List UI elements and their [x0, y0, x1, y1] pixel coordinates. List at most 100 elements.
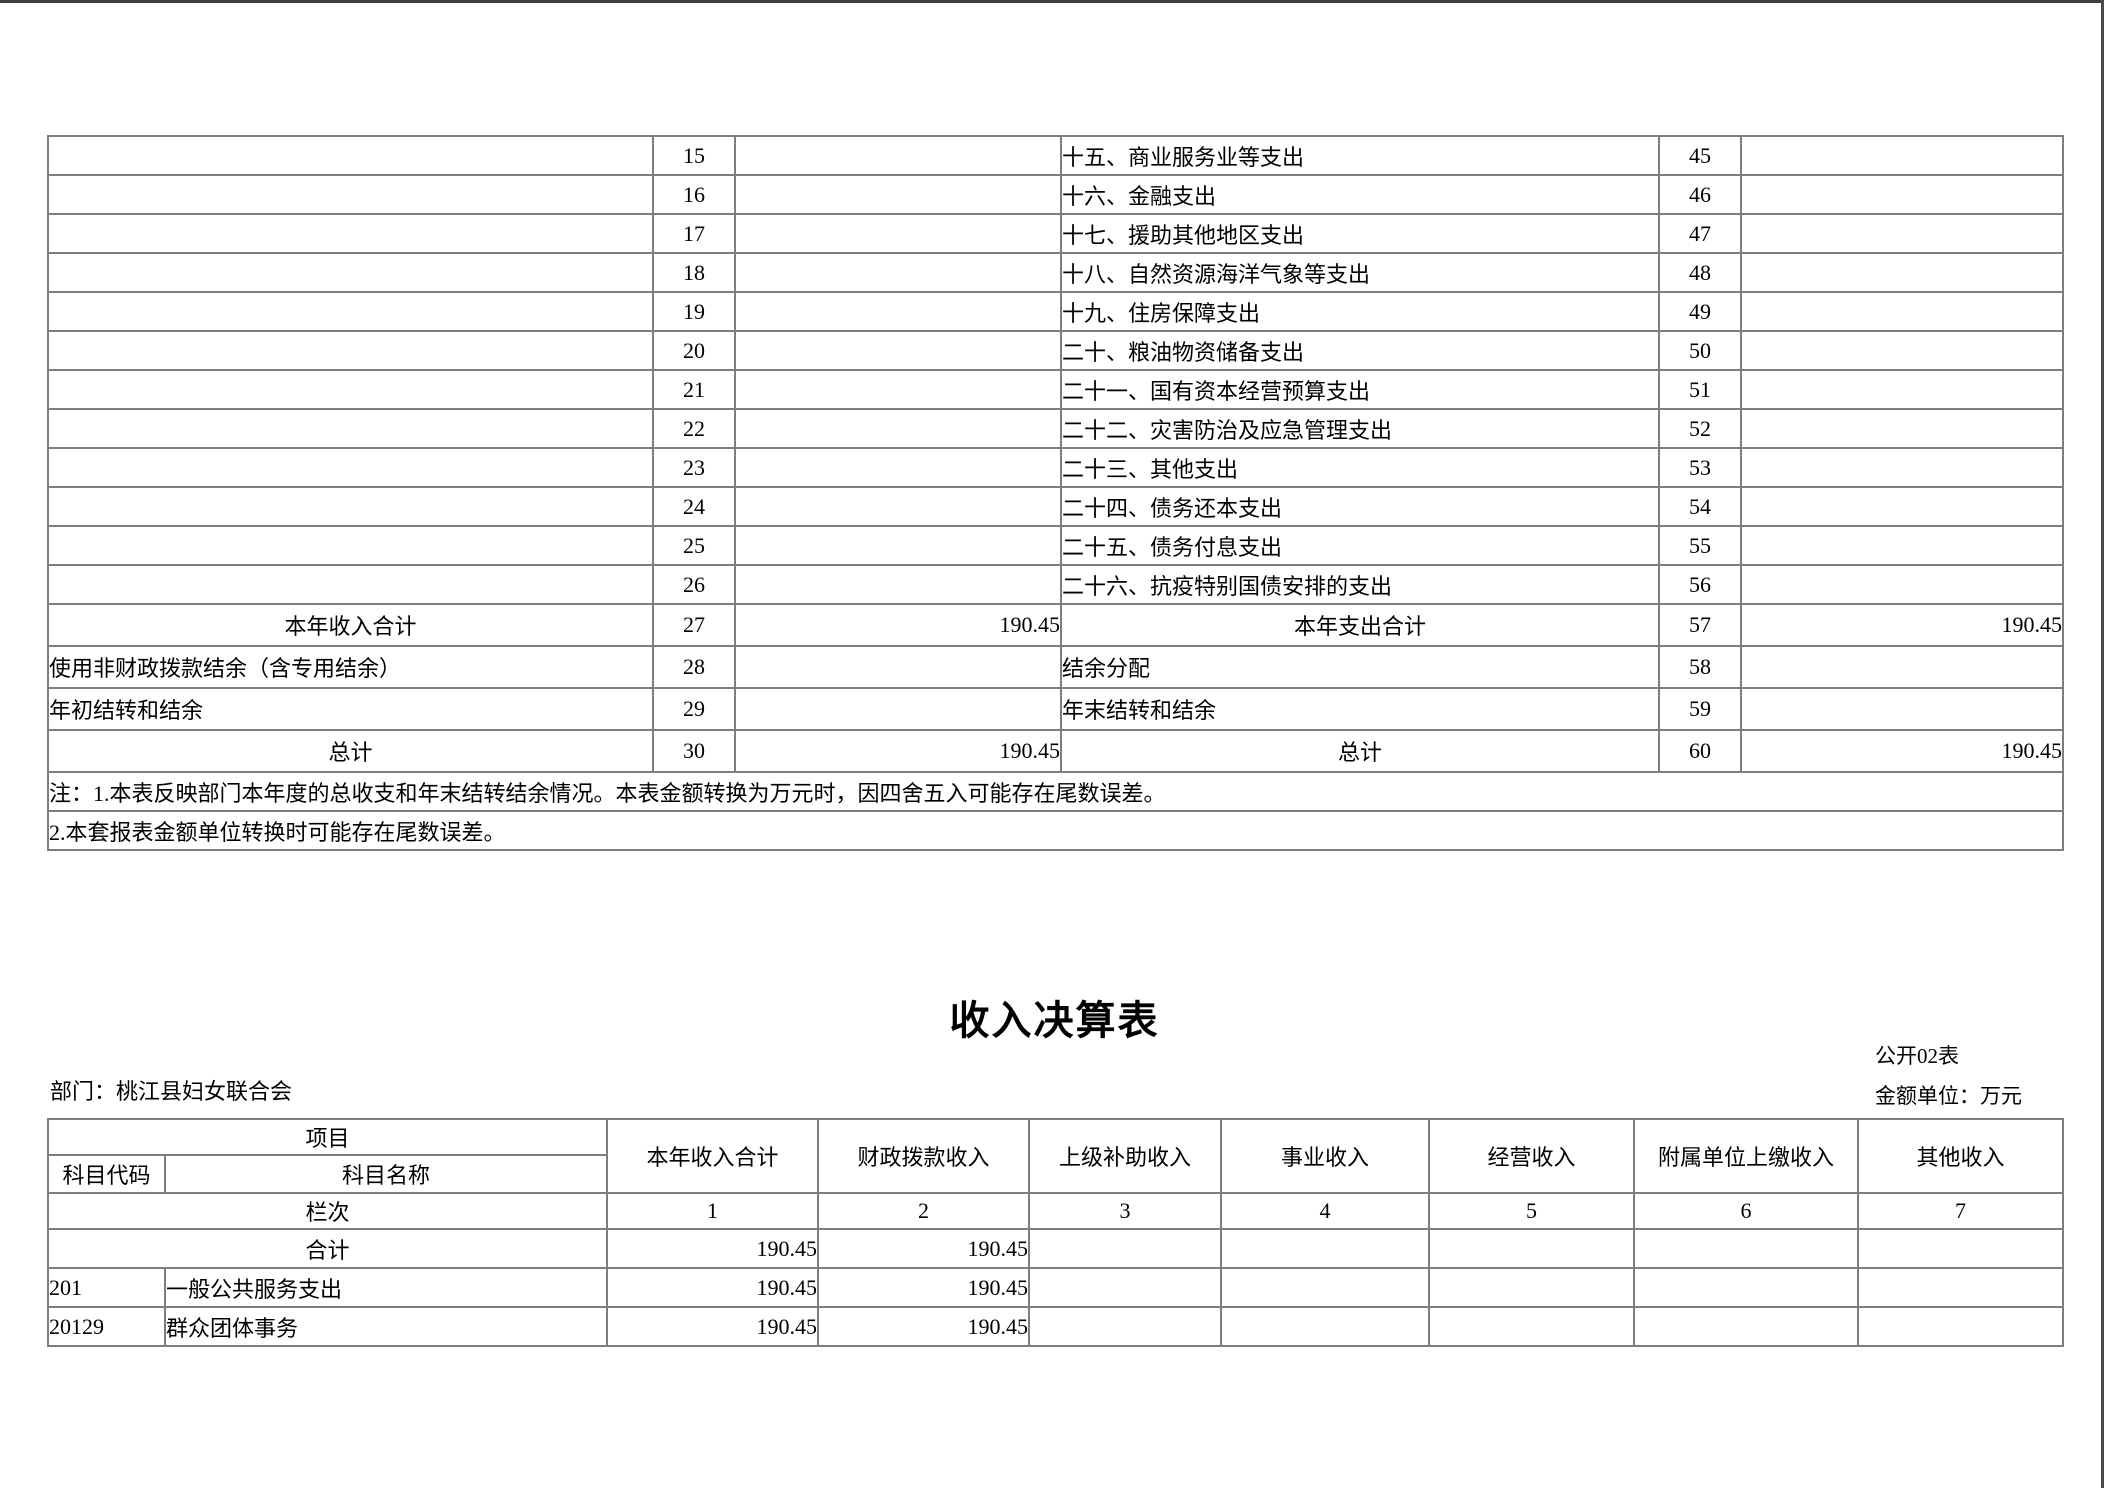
header-project: 项目	[48, 1119, 608, 1155]
income-value: 190.45	[607, 1229, 819, 1268]
income-item-label	[48, 292, 653, 331]
income-row-number: 28	[653, 646, 735, 688]
income-item-label	[48, 175, 653, 214]
expense-amount	[1741, 646, 2063, 688]
summary-item-row: 26 二十六、抗疫特别国债安排的支出 56	[48, 565, 2063, 604]
expense-row-number: 57	[1659, 604, 1741, 646]
summary-item-row: 22 二十二、灾害防治及应急管理支出 52	[48, 409, 2063, 448]
expense-item-label: 二十三、其他支出	[1061, 448, 1659, 487]
income-table-body: 栏次 1 2 3 4 5 6 7 合计 190.45 190.45 201 一般公共服务…	[48, 1193, 2064, 1346]
column-index-row: 栏次 1 2 3 4 5 6 7	[48, 1193, 2064, 1229]
expense-amount	[1741, 292, 2063, 331]
expense-row-number: 51	[1659, 370, 1741, 409]
income-value	[1634, 1268, 1859, 1307]
expense-row-number: 46	[1659, 175, 1741, 214]
income-value: 190.45	[818, 1268, 1030, 1307]
page-right-edge	[2101, 0, 2104, 1488]
expense-row-number: 56	[1659, 565, 1741, 604]
income-total-label: 年初结转和结余	[48, 688, 653, 730]
column-index: 6	[1634, 1193, 1859, 1229]
summary-item-row: 20 二十、粮油物资储备支出 50	[48, 331, 2063, 370]
column-index: 2	[818, 1193, 1030, 1229]
summary-item-row: 21 二十一、国有资本经营预算支出 51	[48, 370, 2063, 409]
expense-item-label: 二十一、国有资本经营预算支出	[1061, 370, 1659, 409]
income-value	[1429, 1307, 1635, 1346]
expense-total-label: 总计	[1061, 730, 1659, 772]
income-value: 190.45	[607, 1307, 819, 1346]
expense-total-label: 结余分配	[1061, 646, 1659, 688]
summary-total-row: 年初结转和结余 29 年末结转和结余 59	[48, 688, 2063, 730]
subject-code: 201	[48, 1268, 165, 1307]
expense-row-number: 45	[1659, 136, 1741, 175]
expense-item-label: 十六、金融支出	[1061, 175, 1659, 214]
income-value	[1429, 1229, 1635, 1268]
expense-row-number: 59	[1659, 688, 1741, 730]
expense-row-number: 53	[1659, 448, 1741, 487]
income-value: 190.45	[818, 1307, 1030, 1346]
income-value	[1029, 1229, 1222, 1268]
header-subject-name: 科目名称	[165, 1155, 608, 1193]
income-value	[1858, 1229, 2064, 1268]
column-index-label: 栏次	[48, 1193, 608, 1229]
summary-table-body: 15 十五、商业服务业等支出 45 16 十六、金融支出 46 17 十七、援助其他地区支出 4…	[48, 136, 2063, 850]
income-amount	[735, 526, 1061, 565]
expense-row-number: 49	[1659, 292, 1741, 331]
summary-item-row: 16 十六、金融支出 46	[48, 175, 2063, 214]
column-index: 3	[1029, 1193, 1222, 1229]
income-value: 190.45	[607, 1268, 819, 1307]
expense-amount	[1741, 331, 2063, 370]
expense-amount	[1741, 409, 2063, 448]
income-table-header: 项目 本年收入合计 财政拨款收入 上级补助收入 事业收入 经营收入 附属单位上缴…	[48, 1119, 2064, 1193]
page-top-edge	[0, 0, 2104, 3]
income-amount	[735, 331, 1061, 370]
expense-row-number: 55	[1659, 526, 1741, 565]
income-amount	[735, 409, 1061, 448]
income-row-number: 17	[653, 214, 735, 253]
income-data-row: 20129 群众团体事务 190.45 190.45	[48, 1307, 2064, 1346]
income-amount	[735, 565, 1061, 604]
subject-code: 20129	[48, 1307, 165, 1346]
income-value	[1221, 1268, 1430, 1307]
income-amount	[735, 487, 1061, 526]
income-total-label: 使用非财政拨款结余（含专用结余）	[48, 646, 653, 688]
income-row-number: 19	[653, 292, 735, 331]
summary-item-row: 24 二十四、债务还本支出 54	[48, 487, 2063, 526]
expense-amount: 190.45	[1741, 604, 2063, 646]
expense-amount	[1741, 526, 2063, 565]
income-value	[1858, 1307, 2064, 1346]
table-note: 2.本套报表金额单位转换时可能存在尾数误差。	[48, 811, 2063, 850]
form-meta: 公开02表 金额单位：万元	[1875, 1036, 2022, 1116]
income-item-label	[48, 565, 653, 604]
header-col-total: 本年收入合计	[607, 1119, 819, 1193]
header-col-superior: 上级补助收入	[1029, 1119, 1222, 1193]
expense-amount	[1741, 688, 2063, 730]
summary-item-row: 19 十九、住房保障支出 49	[48, 292, 2063, 331]
summary-item-row: 15 十五、商业服务业等支出 45	[48, 136, 2063, 175]
expense-item-label: 二十四、债务还本支出	[1061, 487, 1659, 526]
income-value	[1221, 1307, 1430, 1346]
expense-amount	[1741, 370, 2063, 409]
income-table-wrap: 项目 本年收入合计 财政拨款收入 上级补助收入 事业收入 经营收入 附属单位上缴…	[47, 1118, 2065, 1347]
income-data-row: 合计 190.45 190.45	[48, 1229, 2064, 1268]
expense-amount	[1741, 136, 2063, 175]
form-code: 公开02表	[1875, 1044, 1959, 1068]
column-index: 5	[1429, 1193, 1635, 1229]
income-item-label	[48, 526, 653, 565]
income-item-label	[48, 253, 653, 292]
income-amount	[735, 292, 1061, 331]
income-value: 190.45	[818, 1229, 1030, 1268]
header-col-fiscal: 财政拨款收入	[818, 1119, 1030, 1193]
header-col-operating: 经营收入	[1429, 1119, 1635, 1193]
income-item-label	[48, 214, 653, 253]
summary-note-row: 2.本套报表金额单位转换时可能存在尾数误差。	[48, 811, 2063, 850]
income-row-number: 18	[653, 253, 735, 292]
income-amount	[735, 448, 1061, 487]
summary-balance-table-wrap: 15 十五、商业服务业等支出 45 16 十六、金融支出 46 17 十七、援助其他地区支出 4…	[47, 135, 2064, 851]
expense-row-number: 47	[1659, 214, 1741, 253]
subject-name: 一般公共服务支出	[165, 1268, 608, 1307]
expense-amount: 190.45	[1741, 730, 2063, 772]
summary-item-row: 25 二十五、债务付息支出 55	[48, 526, 2063, 565]
summary-balance-table: 15 十五、商业服务业等支出 45 16 十六、金融支出 46 17 十七、援助其他地区支出 4…	[47, 135, 2064, 851]
subject-name: 群众团体事务	[165, 1307, 608, 1346]
